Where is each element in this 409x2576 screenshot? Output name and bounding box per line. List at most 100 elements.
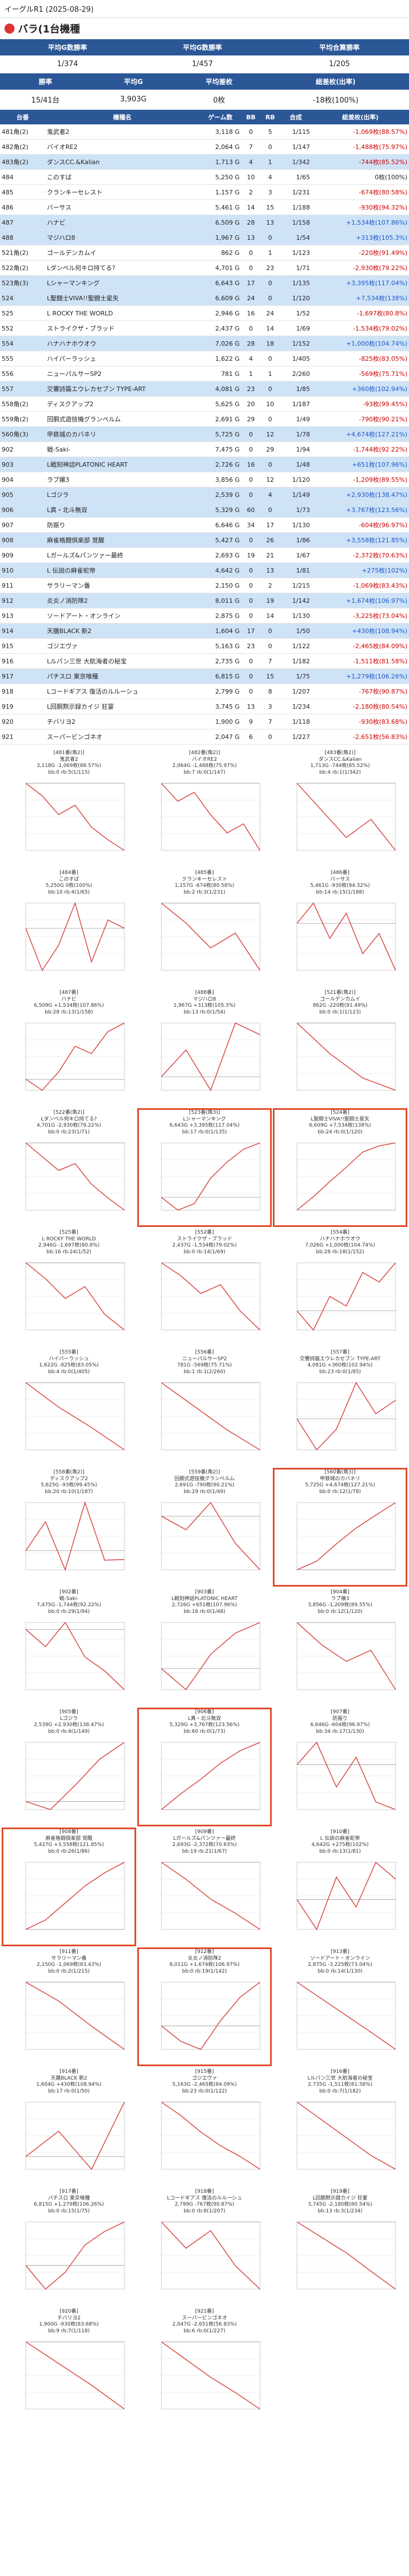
trend-card[interactable]: [524番] L聖闘士VIVA!!聖闘士星矢 6,609G +7,534枚(138%… [272,1108,408,1227]
trend-card[interactable]: [906番] L真・北斗無双 5,329G +3,767枚(123.56%) bb:6… [137,1707,272,1827]
trend-card[interactable]: [481番(角2)] 鬼武者2 3,118G -1,069枚(88.57%) bb:0… [1,748,137,868]
trend-card[interactable]: [907番] 防振り 6,646G -604枚(96.97%) bb:34 rb:17… [272,1707,408,1827]
trend-card[interactable]: [486番] バーサス 5,461G -930枚(94.32%) bb:14 rb:1… [272,868,408,988]
trend-card-label: 2,693G -2,372枚(70.63%) [172,1842,237,1848]
table-cell: 7 [241,139,261,155]
table-cell: 554 [0,336,45,351]
table-row[interactable]: 905 Lゴジラ 2,539 G 0 4 1/149 +2,930枚(138.47%) [0,487,409,503]
table-row[interactable]: 554 ハナハナホウオウ 7,026 G 28 18 1/152 +1,000枚(104.7… [0,336,409,351]
table-row[interactable]: 485 クランキーセレスト 1,157 G 2 3 1/231 -674枚(80.58%) [0,184,409,200]
table-row[interactable]: 557 交響詩篇エウレカセブン TYPE-ART 4,081 G 23 0 1/85 +36… [0,381,409,397]
trend-card-label: バーサス [330,876,350,882]
trend-card[interactable]: [552番] ストライクザ・ブラッド 2,437G -1,534枚(79.02%) b… [137,1227,272,1347]
trend-card[interactable]: [920番] チバリヨ2 1,900G -930枚(83.68%) bb:9 rb:7… [1,2307,137,2426]
table-cell: チバリヨ2 [45,714,199,729]
trend-card[interactable]: [560番(角3)] 甲鉄城のカバネリ 5,725G +4,674枚(127.21%… [272,1467,408,1587]
trend-card[interactable]: [523番(角3)] Lシャーマンキング 6,643G +3,395枚(117.04… [137,1108,272,1227]
table-row[interactable]: 912 炎炎ノ消防隊2 8,011 G 0 19 1/142 +1,674枚(106.97%… [0,593,409,608]
trend-card[interactable]: [902番] 戦-Saki- 7,475G -1,744枚(92.22%) bb:0 … [1,1587,137,1707]
table-row[interactable]: 917 パチスロ 東京喰種 6,815 G 0 15 1/75 +1,279枚(106.26… [0,668,409,684]
table-row[interactable]: 521角(2) ゴールデンカムイ 862 G 0 1 1/123 -220枚(91.49%) [0,245,409,261]
trend-card[interactable]: [914番] 天膳BLACK 新2 1,604G +430枚(108.94%) bb:… [1,2067,137,2187]
table-row[interactable]: 902 戦-Saki- 7,475 G 0 29 1/94 -1,744枚(92.22%) [0,441,409,457]
trend-card[interactable]: [554番] ハナハナホウオウ 7,026G +1,000枚(104.74%) bb:… [272,1227,408,1347]
trend-card-label: [904番] [331,1589,350,1595]
column-header: 合成 [280,110,312,124]
table-row[interactable]: 915 ゴジエヴァ 5,163 G 23 0 1/122 -2,465枚(84.09%) [0,638,409,654]
table-row[interactable]: 920 チバリヨ2 1,900 G 9 7 1/118 -930枚(83.68%) [0,714,409,729]
trend-card[interactable]: [913番] ソードアート・オンライン 2,875G -3,225枚(73.04%)… [272,1947,408,2067]
table-row[interactable]: 486 バーサス 5,461 G 14 15 1/188 -930枚(94.32%) [0,199,409,215]
table-row[interactable]: 909 Lガールズ&パンツァー最終 2,693 G 19 21 1/67 -2,372枚(7… [0,547,409,563]
trend-card[interactable]: [557番] 交響詩篇エウレカセブン TYPE-ART 4,081G +360枚(1… [272,1347,408,1467]
trend-card[interactable]: [558番(角2)] ディスクアップ2 5,625G -93枚(99.45%) bb:… [1,1467,137,1587]
table-row[interactable]: 524 L聖闘士VIVA!!聖闘士星矢 6,609 G 24 0 1/120 +7,534枚… [0,290,409,306]
table-row[interactable]: 487 ハナビ 6,509 G 28 13 1/158 +1,534枚(107.86%) [0,215,409,230]
trend-card[interactable]: [482番(角2)] バイオRE2 2,064G -1,488枚(75.97%) bb… [137,748,272,868]
table-row[interactable]: 484 このすば 5,250 G 10 4 1/65 0枚(100%) [0,169,409,185]
trend-card-label: [912番] [195,1949,214,1955]
trend-card[interactable]: [488番] マジハロ8 1,967G +313枚(105.3%) bb:13 rb:… [137,988,272,1108]
table-row[interactable]: 555 ハイパーラッシュ 1,622 G 4 0 1/405 -825枚(83.05%) [0,351,409,366]
table-row[interactable]: 483角(2) ダンスCC.&Kalian 1,713 G 4 1 1/342 -744枚(… [0,154,409,170]
trend-card[interactable]: [559番(角2)] 回胴式遊技機グランベルム 2,691G -790枚(90.21… [137,1467,272,1587]
trend-card[interactable]: [903番] L戦刻神話PLATONIC HEART 2,726G +651枚(10… [137,1587,272,1707]
trend-card[interactable]: [916番] Lルパン三世 大航海者の秘宝 2,735G -1,511枚(81.58… [272,2067,408,2187]
table-row[interactable]: 552 ストライクザ・ブラッド 2,437 G 0 14 1/69 -1,534枚(79.0… [0,320,409,336]
table-cell: 6,815 G [199,668,241,684]
table-row[interactable]: 914 天膳BLACK 新2 1,604 G 17 0 1/50 +430枚(108.94%… [0,623,409,639]
trend-card[interactable]: [919番] L回胴黙示録カイジ 狂宴 3,745G -2,180枚(80.54%)… [272,2187,408,2307]
trend-card-label: [913番] [331,1949,350,1955]
trend-card[interactable]: [917番] パチスロ 東京喰種 6,815G +1,279枚(106.26%) bb… [1,2187,137,2307]
trend-card[interactable]: [525番] L ROCKY THE WORLD 2,946G -1,697枚(80… [1,1227,137,1347]
table-cell: 2,539 G [199,487,241,503]
trend-card[interactable]: [521番(角2)] ゴールデンカムイ 862G -220枚(91.49%) bb:0… [272,988,408,1108]
trend-card-label: 862G -220枚(91.49%) [313,1003,368,1009]
summary1-header: 平均G数勝率 [0,39,135,55]
trend-card[interactable]: [921番] スーパービンゴネオ 2,047G -2,651枚(56.83%) bb:… [137,2307,272,2426]
trend-chart [161,2341,261,2410]
trend-card[interactable]: [487番] ハナビ 6,509G +1,534枚(107.86%) bb:28 rb… [1,988,137,1108]
trend-card[interactable]: [918番] Lコードギアス 復活のルルーシュ 2,799G -767枚(90.87… [137,2187,272,2307]
trend-card[interactable]: [908番] 麻雀格闘倶楽部 覚醒 5,427G +3,558枚(121.85%) b… [1,1827,137,1947]
table-row[interactable]: 559角(2) 回胴式遊技機グランベルム 2,691 G 29 0 1/49 -790枚(9… [0,411,409,427]
table-row[interactable]: 903 L戦刻神話PLATONIC HEART 2,726 G 16 0 1/48 +651… [0,457,409,472]
table-row[interactable]: 913 ソードアート・オンライン 2,875 G 0 14 1/130 -3,225枚(73… [0,608,409,624]
trend-card[interactable]: [485番] クランキーセレスト 1,157G -674枚(80.58%) bb:2 … [137,868,272,988]
table-row[interactable]: 907 防振り 6,646 G 34 17 1/130 -604枚(96.97%) [0,517,409,533]
table-row[interactable]: 919 L回胴黙示録カイジ 狂宴 3,745 G 13 3 1/234 -2,180枚(80… [0,699,409,714]
table-cell: 0 [241,245,261,261]
trend-card[interactable]: [555番] ハイパーラッシュ 1,622G -825枚(83.05%) bb:4 r… [1,1347,137,1467]
table-row[interactable]: 558角(2) ディスクアップ2 5,625 G 20 10 1/187 -93枚(99.4… [0,396,409,412]
table-row[interactable]: 556 ニューパルサーSP2 781 G 1 1 2/260 -569枚(75.71%) [0,366,409,382]
table-row[interactable]: 560角(3) 甲鉄城のカバネリ 5,725 G 0 12 1/78 +4,674枚(127… [0,426,409,442]
table-row[interactable]: 522角(2) Lダンベル何キロ持てる? 4,701 G 0 23 1/71 -2,930枚… [0,260,409,276]
table-row[interactable]: 904 ラブ嬢3 3,856 G 0 12 1/120 -1,209枚(89.55%) [0,472,409,487]
trend-card-label: パチスロ 東京喰種 [48,2195,90,2201]
table-row[interactable]: 523角(3) Lシャーマンキング 6,643 G 17 0 1/135 +3,395枚(1… [0,275,409,291]
table-row[interactable]: 908 麻雀格闘倶楽部 覚醒 5,427 G 0 26 1/86 +3,558枚(121.8… [0,532,409,548]
table-row[interactable]: 921 スーパービンゴネオ 2,047 G 6 0 1/227 -2,651枚(56.83%… [0,729,409,745]
trend-card[interactable]: [904番] ラブ嬢3 3,856G -1,209枚(89.55%) bb:0 rb:… [272,1587,408,1707]
table-row[interactable]: 488 マジハロ8 1,967 G 13 0 1/54 +313枚(105.3%) [0,230,409,245]
trend-card[interactable]: [909番] Lガールズ&パンツァー最終 2,693G -2,372枚(70.63%… [137,1827,272,1947]
table-row[interactable]: 911 サラリーマン番 2,150 G 0 2 1/215 -1,069枚(83.43%) [0,578,409,593]
table-row[interactable]: 481角(2) 鬼武者2 3,118 G 0 5 1/115 -1,069枚(88.57%) [0,124,409,140]
trend-card[interactable]: [522番(角2)] Lダンベル何キロ持てる? 4,701G -2,930枚(79.… [1,1108,137,1227]
trend-card-label: [482番(角2)] [189,750,220,756]
table-row[interactable]: 916 Lルパン三世 大航海者の秘宝 2,735 G 0 7 1/182 -1,511枚(8… [0,653,409,669]
trend-card[interactable]: [905番] Lゴジラ 2,539G +2,930枚(138.47%) bb:0 rb… [1,1707,137,1827]
trend-card[interactable]: [484番] このすば 5,250G 0枚(100%) bb:10 rb:4(1/65… [1,868,137,988]
trend-card[interactable]: [912番] 炎炎ノ消防隊2 8,011G +1,674枚(106.97%) bb:0… [137,1947,272,2067]
table-row[interactable]: 525 L ROCKY THE WORLD 2,946 G 16 24 1/52 -1,69… [0,305,409,321]
trend-card[interactable]: [911番] サラリーマン番 2,150G -1,069枚(83.43%) bb:0 … [1,1947,137,2067]
trend-card[interactable]: [483番(角2)] ダンスCC.&Kalian 1,713G -744枚(85.5… [272,748,408,868]
trend-card[interactable]: [556番] ニューパルサーSP2 781G -569枚(75.71%) bb:1 r… [137,1347,272,1467]
table-row[interactable]: 918 Lコードギアス 復活のルルーシュ 2,799 G 0 8 1/207 -767枚(9… [0,683,409,699]
trend-card[interactable]: [910番] L 伝説の麻雀蛇帝 4,642G +275枚(102%) bb:0 rb… [272,1827,408,1947]
table-row[interactable]: 910 L 伝説の麻雀蛇帝 4,642 G 0 13 1/81 +275枚(102%) [0,562,409,578]
table-row[interactable]: 482角(2) バイオRE2 2,064 G 7 0 1/147 -1,488枚(75.97… [0,139,409,155]
table-row[interactable]: 906 L真・北斗無双 5,329 G 60 0 1/73 +3,767枚(123.56%) [0,502,409,518]
table-cell: 0 [241,487,261,503]
trend-card[interactable]: [915番] ゴジエヴァ 5,163G -2,465枚(84.09%) bb:23 r… [137,2067,272,2187]
